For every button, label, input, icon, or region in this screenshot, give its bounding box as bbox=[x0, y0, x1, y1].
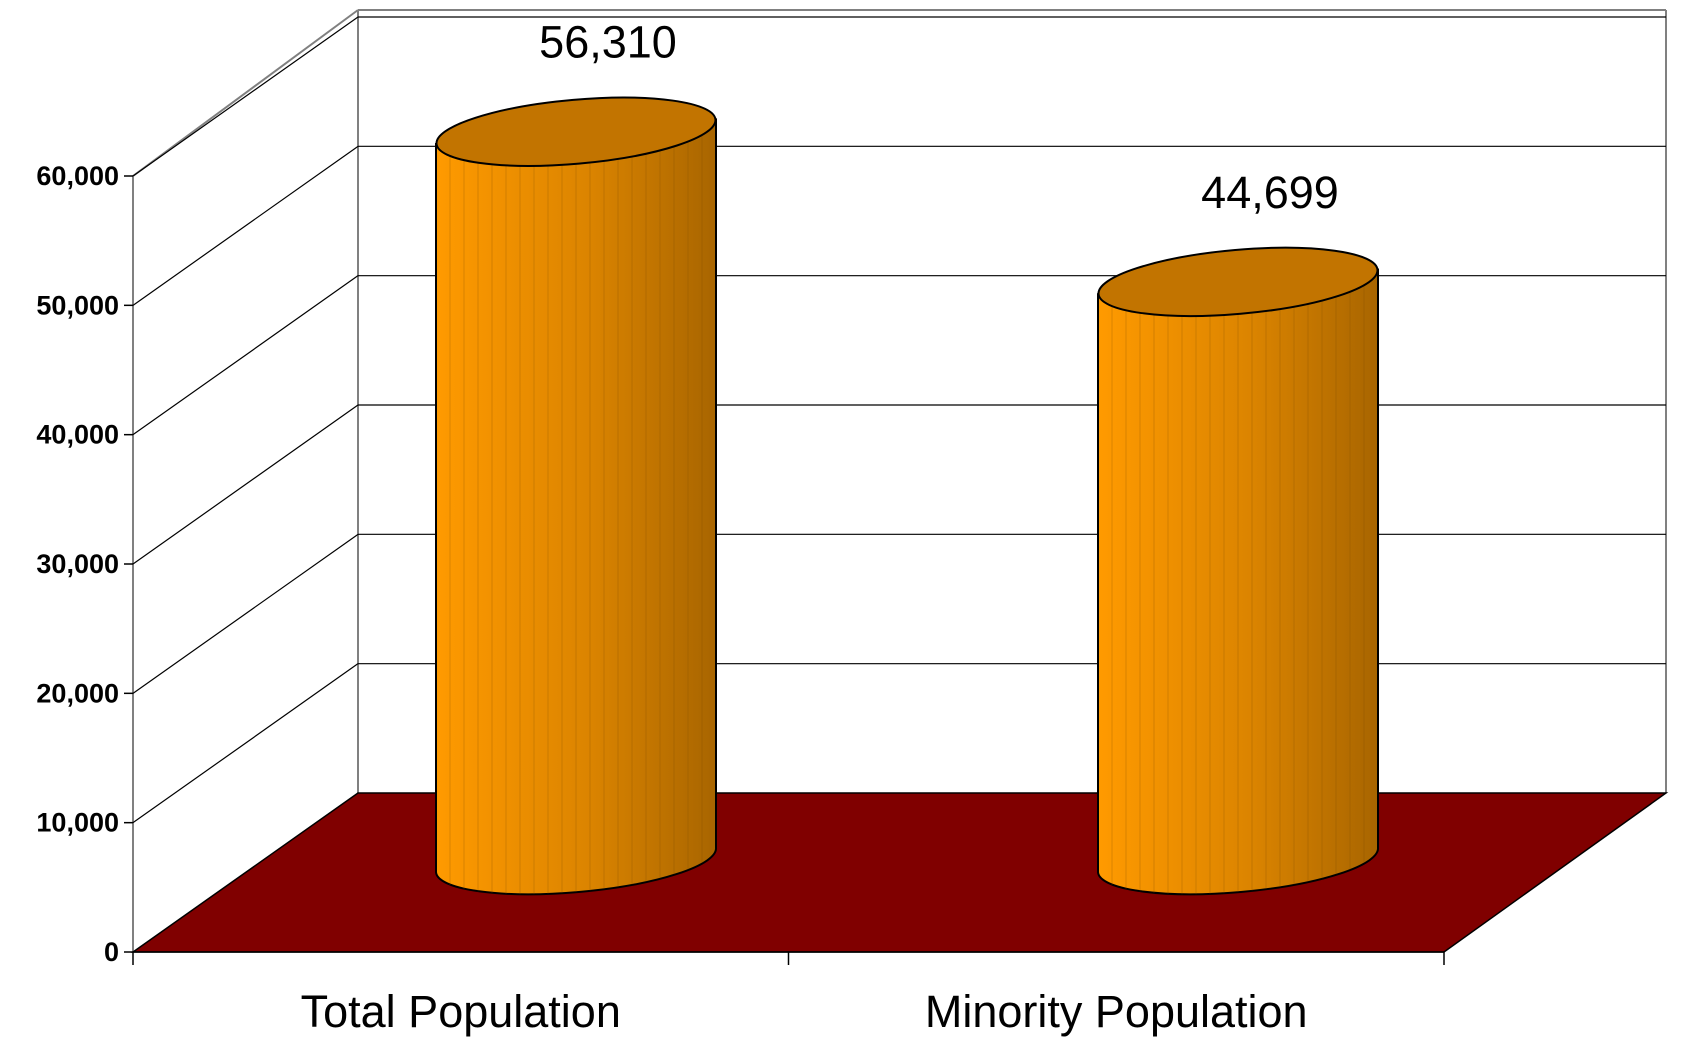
bar-body bbox=[1097, 268, 1380, 896]
x-axis: Total Population Minority Population bbox=[132, 951, 1445, 1037]
bar-cylinder bbox=[1097, 246, 1380, 896]
y-tick-label: 40,000 bbox=[36, 420, 119, 450]
bar-value-label: 56,310 bbox=[539, 17, 677, 68]
x-category-label: Minority Population bbox=[925, 986, 1308, 1037]
gridlines bbox=[132, 16, 1666, 824]
floor-plane bbox=[130, 792, 1669, 953]
y-tick-label: 20,000 bbox=[36, 678, 119, 708]
y-tick-label: 50,000 bbox=[36, 290, 119, 320]
chart-floor bbox=[130, 792, 1669, 953]
y-tick-label: 0 bbox=[104, 937, 119, 967]
gridline-side bbox=[132, 663, 359, 824]
bar-body bbox=[435, 118, 718, 896]
x-category-label: Total Population bbox=[301, 986, 621, 1037]
y-tick-label: 30,000 bbox=[36, 549, 119, 579]
gridline-side bbox=[132, 533, 359, 694]
gridline-side bbox=[132, 404, 359, 565]
y-tick-label: 60,000 bbox=[36, 161, 119, 191]
y-axis: 0 10,000 20,000 30,000 40,000 50,000 60,000 bbox=[36, 161, 133, 967]
gridline-side bbox=[132, 145, 359, 306]
bar-cylinder bbox=[435, 96, 718, 896]
side-wall-top-edge bbox=[132, 9, 359, 177]
bar-top bbox=[1097, 246, 1379, 318]
gridline-side bbox=[132, 275, 359, 436]
gridline-side bbox=[132, 16, 359, 177]
bar-top bbox=[435, 96, 717, 167]
data-labels: 56,310 44,699 bbox=[539, 17, 1339, 218]
bar-value-label: 44,699 bbox=[1201, 167, 1339, 218]
bars bbox=[435, 96, 1380, 896]
y-tick-label: 10,000 bbox=[36, 808, 119, 838]
